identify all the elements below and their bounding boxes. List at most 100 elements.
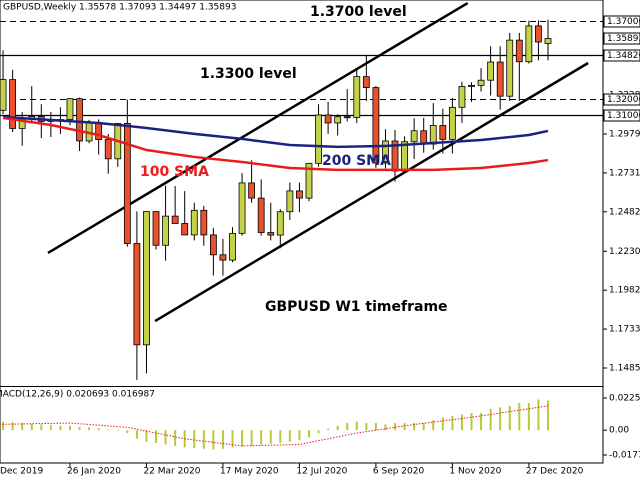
- candle-body: [372, 87, 380, 164]
- macd-bar: [518, 403, 521, 431]
- macd-bar: [68, 425, 71, 431]
- overlay: GBPUSD,Weekly 1.35578 1.37093 1.34497 1.…: [0, 3, 640, 477]
- macd-bar: [269, 430, 272, 444]
- macd-bar: [317, 430, 320, 434]
- x-tick-label: 26 Jan 2020: [67, 467, 121, 477]
- macd-bar: [193, 430, 196, 449]
- annotation: 1.3700 level: [310, 4, 407, 20]
- macd-bar: [49, 425, 52, 431]
- y-tick-label: -0.017347: [609, 451, 640, 461]
- macd-bar: [508, 405, 511, 431]
- macd-bar: [537, 399, 540, 431]
- level-label-box: [603, 93, 640, 106]
- y-tick-label: 0.00: [609, 426, 629, 436]
- candle-body: [468, 84, 475, 87]
- macd-bar: [250, 430, 253, 446]
- macd-bar: [394, 423, 397, 431]
- y-tick-label: 1.14850: [609, 363, 640, 373]
- candle-body: [343, 116, 351, 119]
- y-tick-label: 1.22305: [609, 247, 640, 257]
- candle-body: [209, 234, 217, 256]
- main-panel: [0, 1, 603, 380]
- sma-line: [2, 115, 549, 149]
- macd-bar: [307, 430, 310, 438]
- x-tick-label: 27 Dec 2020: [526, 467, 584, 477]
- macd-bar: [546, 400, 549, 431]
- macd-bar: [422, 423, 425, 431]
- x-tick-label: 6 Sep 2020: [373, 467, 425, 477]
- series-label: 100 SMA: [140, 164, 209, 180]
- candle-body: [353, 76, 361, 118]
- candle-body: [9, 79, 17, 129]
- macd-bar: [451, 415, 454, 431]
- macd-bar: [365, 423, 368, 431]
- level-label: 1.32000: [607, 95, 640, 105]
- candle-body: [0, 79, 7, 111]
- candle-body: [315, 114, 322, 164]
- macd-bar: [2, 421, 5, 431]
- candle-body: [248, 182, 256, 199]
- annotation: 1.3300 level: [200, 66, 297, 82]
- macd-bar: [145, 430, 148, 442]
- candle-body: [410, 130, 418, 143]
- candle-body: [535, 25, 542, 43]
- candle-body: [190, 209, 198, 236]
- signal-line: [0, 405, 549, 447]
- macd-bar: [59, 425, 62, 431]
- macd-bar: [527, 403, 530, 431]
- macd-bar: [489, 408, 492, 431]
- candle-body: [296, 190, 303, 199]
- macd-bar: [40, 424, 43, 431]
- macd-bar: [164, 430, 167, 445]
- candle-body: [133, 243, 141, 346]
- candle-body: [219, 254, 227, 261]
- x-tick-label: 17 May 2020: [220, 467, 279, 477]
- macd-bar: [460, 414, 463, 431]
- candle-body: [448, 106, 456, 140]
- candle-body: [477, 79, 485, 86]
- chart-title: GBPUSD,Weekly 1.35578 1.37093 1.34497 1.…: [3, 3, 236, 13]
- candle-body: [382, 140, 389, 164]
- macd-bar: [241, 430, 244, 447]
- level-label-box: [603, 15, 640, 28]
- macd-bar: [499, 407, 502, 431]
- candle-body: [171, 215, 179, 224]
- candle-body: [162, 215, 169, 246]
- candle-body: [429, 125, 437, 145]
- macd-panel: [0, 399, 549, 450]
- candle-body: [76, 98, 83, 142]
- macd-bar: [116, 430, 119, 431]
- macd-bar: [480, 413, 483, 431]
- trend-line: [154, 61, 589, 323]
- candle-body: [458, 86, 466, 108]
- macd-bar: [30, 423, 33, 431]
- candle-body: [506, 39, 514, 97]
- level-label: 1.34820: [607, 51, 640, 61]
- macd-bar: [212, 430, 215, 450]
- macd-bar: [279, 430, 282, 444]
- candle-body: [487, 61, 495, 81]
- candle-body: [200, 209, 208, 236]
- candle-body: [286, 190, 294, 213]
- candle-body: [544, 38, 552, 44]
- candle-body: [95, 122, 103, 140]
- candle-body: [181, 223, 189, 236]
- macd-bar: [88, 427, 91, 431]
- candle-body: [104, 139, 112, 160]
- macd-bar: [11, 422, 14, 431]
- macd-bar: [384, 424, 387, 431]
- y-tick-label: 1.17335: [609, 325, 640, 335]
- candle-body: [238, 182, 246, 234]
- macd-bar: [174, 430, 177, 446]
- macd-bar: [135, 430, 138, 439]
- macd-bar: [126, 430, 129, 434]
- macd-bar: [346, 423, 349, 431]
- macd-bar: [260, 430, 263, 445]
- candle-body: [496, 61, 504, 97]
- macd-bar: [155, 430, 158, 444]
- macd-bar: [231, 430, 234, 448]
- candle-body: [143, 211, 150, 346]
- macd-bar: [107, 429, 110, 431]
- macd-bar: [78, 426, 81, 431]
